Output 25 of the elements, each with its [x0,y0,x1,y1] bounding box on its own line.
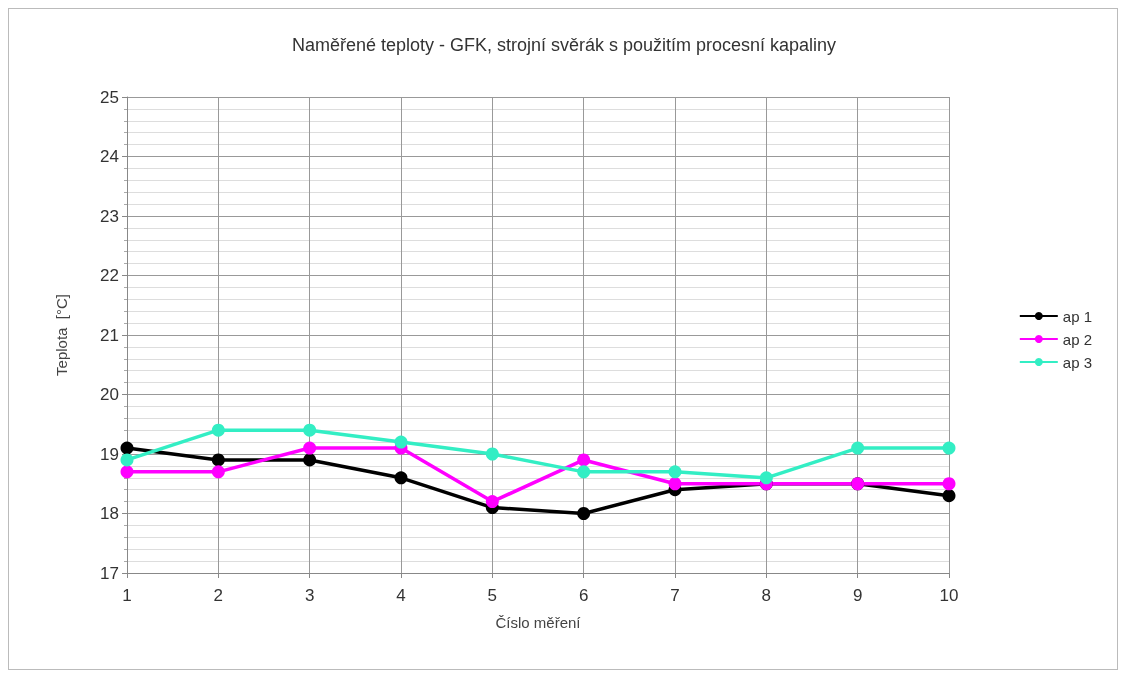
x-tick-label: 8 [761,586,772,605]
y-tick-label: 19 [100,444,119,464]
x-tick-label: 10 [939,586,959,605]
legend-label: ap 2 [1062,330,1093,348]
y-tick-label: 21 [100,325,119,345]
chart-title: Naměřené teploty - GFK, strojní svěrák s použitím procesní kapaliny [291,35,837,55]
y-tick-label: 18 [100,504,119,523]
legend-label: ap 3 [1062,353,1093,371]
legend-label: ap 1 [1062,307,1093,325]
x-tick-label: 5 [487,586,498,605]
y-tick-label: 24 [100,147,119,166]
x-tick-label: 4 [396,586,406,605]
y-tick-label: 25 [100,87,119,107]
y-axis-title: Teplota [°C] [53,294,70,376]
y-tick-label: 22 [100,266,119,285]
x-tick-label: 6 [578,586,589,605]
x-tick-label: 1 [122,586,132,605]
y-tick-label: 17 [100,563,119,583]
x-axis-title: Číslo měření [495,614,582,631]
x-tick-label: 9 [852,586,863,605]
x-tick-label: 3 [304,586,315,605]
x-tick-label: 7 [670,586,680,605]
y-tick-label: 20 [100,385,119,404]
y-tick-label: 23 [100,206,119,226]
x-tick-label: 2 [213,586,224,605]
